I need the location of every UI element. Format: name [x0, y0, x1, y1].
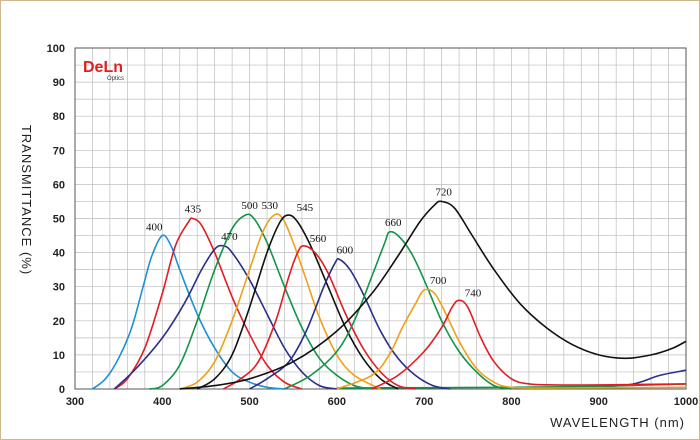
peak-label-435: 435: [185, 204, 202, 216]
x-tick-label: 500: [240, 396, 258, 408]
peak-labels: 400 435 470 500 530 545 560 600 660 720 700 740: [146, 186, 482, 299]
series-line-500: [148, 213, 372, 390]
peak-label-740: 740: [465, 287, 482, 299]
x-tick-label: 900: [590, 396, 608, 408]
peak-label-560: 560: [310, 233, 327, 245]
y-axis-label: TRANSMITTANCE (%): [19, 125, 34, 275]
series-line-660: [284, 230, 512, 390]
grid: [74, 47, 687, 390]
logo: DeLn Optics: [83, 59, 124, 82]
peak-label-500: 500: [241, 200, 258, 212]
y-tick-label: 10: [53, 350, 65, 362]
y-tick-label: 100: [47, 43, 65, 55]
series-line-720: [179, 200, 687, 390]
series-line-740: [371, 299, 687, 390]
logo-sub: Optics: [107, 76, 124, 82]
y-tick-label: 50: [53, 214, 65, 226]
y-tick-label: 80: [53, 111, 65, 123]
peak-label-600: 600: [337, 244, 354, 256]
peak-label-400: 400: [146, 222, 163, 234]
peak-label-470: 470: [221, 231, 238, 243]
x-tick-label: 400: [153, 396, 171, 408]
curves: [91, 200, 687, 390]
peak-label-720: 720: [435, 186, 452, 198]
peak-label-700: 700: [430, 275, 447, 287]
peak-label-660: 660: [385, 217, 402, 229]
logo-brand: DeLn: [83, 59, 123, 76]
peak-label-530: 530: [262, 200, 279, 212]
x-axis-label: WAVELENGTH (nm): [550, 415, 685, 430]
y-tick-label: 0: [59, 384, 65, 396]
x-tick-label: 700: [415, 396, 433, 408]
series-line-700: [336, 288, 687, 390]
series-line-435: [113, 217, 303, 390]
x-tick-label: 600: [328, 396, 346, 408]
y-tick-label: 70: [53, 145, 65, 157]
y-tick-label: 90: [53, 77, 65, 89]
y-tick-label: 20: [53, 316, 65, 328]
x-tick-label: 300: [66, 396, 84, 408]
series-line-470: [113, 244, 338, 390]
y-tick-label: 60: [53, 179, 65, 191]
x-tick-label: 1000: [674, 396, 698, 408]
series-line-600: [249, 258, 451, 390]
y-tick-label: 40: [53, 248, 65, 260]
axes: 300 400 500 600 700 800 900 1000 0 10 20 30 40 50 60 70…: [47, 43, 699, 408]
series-line-545: [196, 214, 399, 390]
y-tick-label: 30: [53, 282, 65, 294]
peak-label-545: 545: [297, 202, 314, 214]
x-tick-label: 800: [502, 396, 520, 408]
